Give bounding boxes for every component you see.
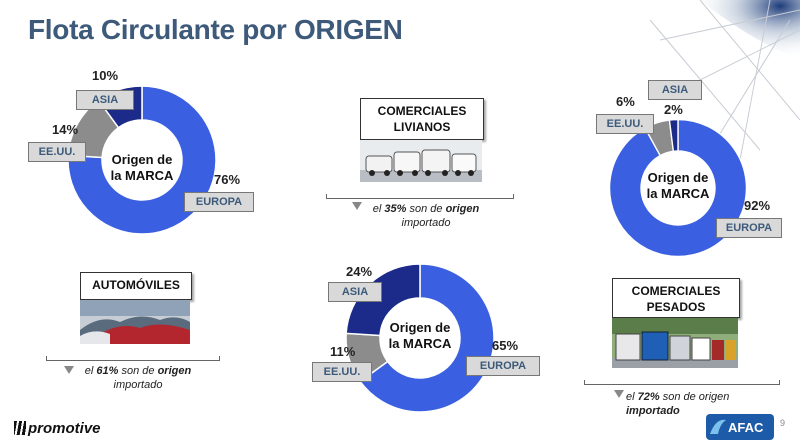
label-asia: ASIA — [648, 80, 702, 100]
category-label-line1: COMERCIALES — [377, 104, 467, 118]
note-pct: 35% — [384, 203, 407, 215]
note-text: el — [84, 365, 97, 377]
note-comerciales-pesados: el 72% son de origen importado — [626, 390, 746, 418]
note-comerciales-livianos: el 35% son de origen importado — [362, 202, 490, 230]
category-label-line1: COMERCIALES — [631, 284, 721, 298]
pct-asia: 24% — [346, 264, 373, 279]
category-comerciales-pesados: COMERCIALES PESADOS — [612, 278, 740, 318]
category-automoviles: AUTOMÓVILES — [80, 272, 192, 300]
network-decoration-icon — [649, 0, 800, 160]
center-label-line1: Origen de — [389, 320, 451, 335]
promotive-mark-icon — [14, 421, 26, 435]
center-label-line1: Origen de — [111, 152, 173, 167]
label-europa: EUROPA — [716, 218, 782, 238]
donut-hole — [102, 120, 182, 200]
center-label-line2: la MARCA — [110, 168, 174, 183]
pct-europa: 92% — [744, 198, 771, 213]
label-eeuu: EE.UU. — [28, 142, 86, 162]
donut-hole — [641, 151, 715, 225]
note-text: el — [372, 203, 385, 215]
center-label-line2: la MARCA — [388, 336, 452, 351]
donut-chart-pesados — [345, 263, 495, 413]
afac-logo: AFAC — [706, 414, 774, 440]
pct-eeuu: 14% — [52, 122, 79, 137]
triangle-marker-icon — [352, 202, 362, 210]
label-europa: EUROPA — [466, 356, 540, 376]
vans-photo-icon — [360, 140, 482, 182]
note-bold: origen — [157, 365, 192, 377]
pct-eeuu: 6% — [616, 94, 635, 109]
bracket-divider — [584, 380, 780, 385]
pct-asia: 2% — [664, 102, 683, 117]
promotive-logo: promotive — [14, 420, 101, 437]
page-number: 9 — [780, 418, 786, 428]
label-eeuu: EE.UU. — [312, 362, 372, 382]
category-comerciales-livianos: COMERCIALES LIVIANOS — [360, 98, 484, 140]
category-label: AUTOMÓVILES — [92, 278, 180, 292]
center-label-line2: la MARCA — [646, 186, 710, 201]
bracket-divider — [326, 194, 514, 199]
pct-europa: 65% — [492, 338, 519, 353]
pct-europa: 76% — [214, 172, 241, 187]
note-bold: origen — [445, 203, 480, 215]
note-text: son de — [118, 365, 158, 377]
label-europa: EUROPA — [184, 192, 254, 212]
donut-center-label: Origen de la MARCA — [98, 152, 186, 184]
trucks-photo-icon — [612, 318, 738, 368]
label-asia: ASIA — [328, 282, 382, 302]
donut-hole — [380, 298, 460, 378]
bracket-divider — [46, 356, 220, 361]
note-bold: importado — [626, 405, 680, 417]
page-title: Flota Circulante por ORIGEN — [28, 14, 403, 45]
note-text: el — [626, 391, 638, 403]
note-text: son de — [406, 203, 446, 215]
promotive-logo-text: promotive — [28, 420, 101, 437]
note-text: son de origen — [659, 391, 730, 403]
center-label-line1: Origen de — [647, 170, 709, 185]
cars-photo-icon — [80, 300, 190, 344]
donut-center-label: Origen de la MARCA — [636, 170, 720, 202]
pct-asia: 10% — [92, 68, 119, 83]
note-text: importado — [113, 379, 163, 391]
triangle-marker-icon — [614, 390, 624, 398]
note-automoviles: el 61% son de origen importado — [76, 364, 200, 392]
category-label-line2: LIVIANOS — [393, 120, 451, 134]
triangle-marker-icon — [64, 366, 74, 374]
note-text: importado — [401, 217, 451, 229]
note-pct: 61% — [96, 365, 119, 377]
afac-logo-text: AFAC — [728, 420, 764, 435]
pct-eeuu: 11% — [330, 344, 356, 359]
note-pct: 72% — [637, 391, 660, 403]
label-eeuu: EE.UU. — [596, 114, 654, 134]
label-asia: ASIA — [76, 90, 134, 110]
donut-center-label: Origen de la MARCA — [376, 320, 464, 352]
category-label-line2: PESADOS — [646, 300, 706, 314]
